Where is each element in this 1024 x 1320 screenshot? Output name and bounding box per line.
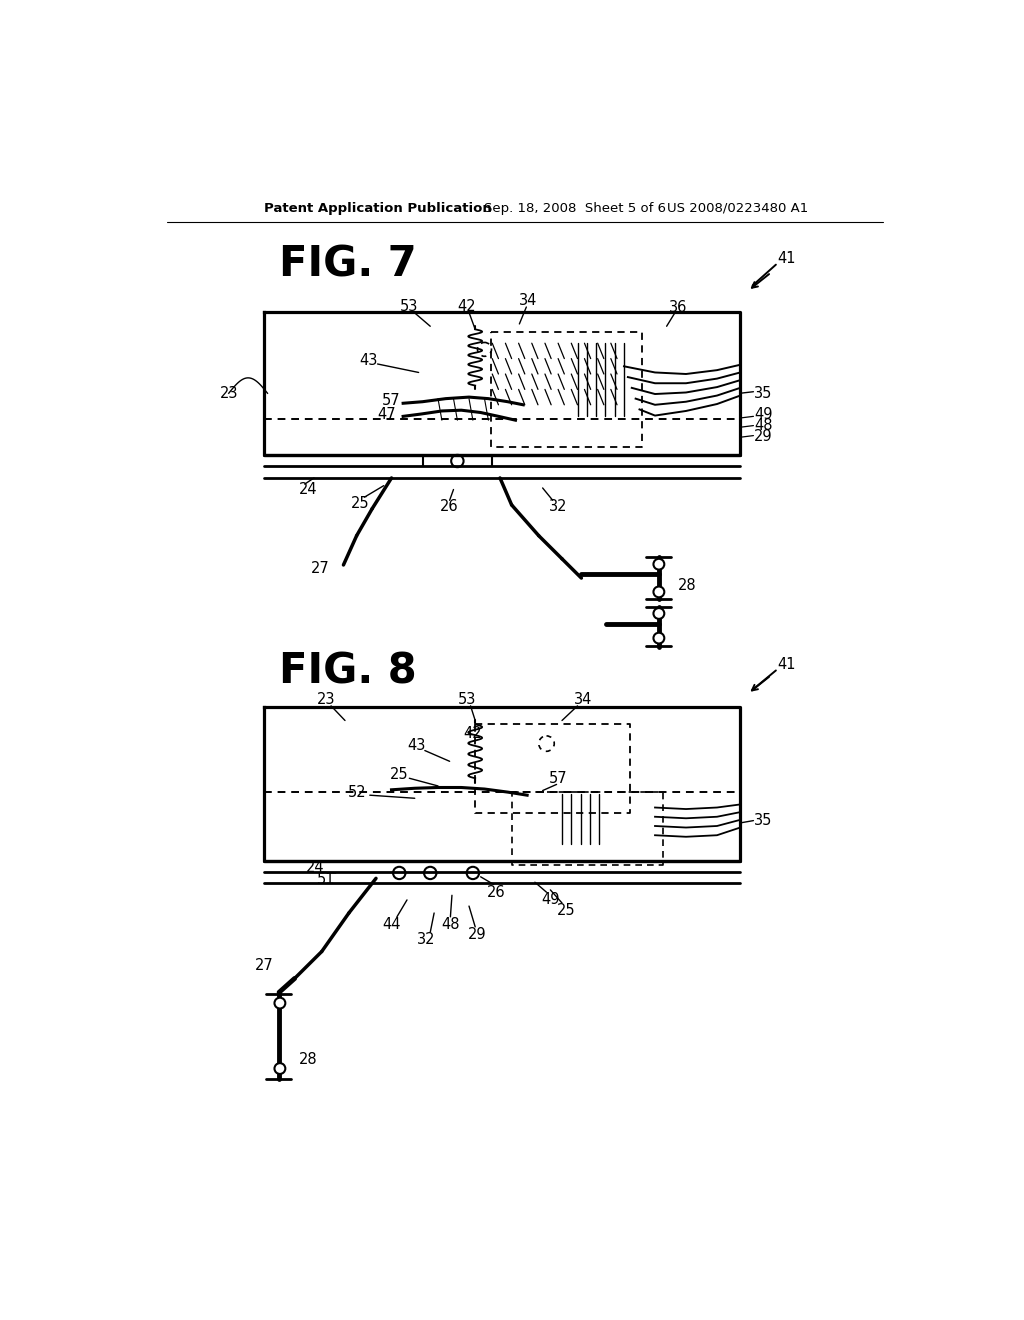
Text: 41: 41: [777, 657, 796, 672]
Text: US 2008/0223480 A1: US 2008/0223480 A1: [667, 202, 808, 215]
Text: 25: 25: [557, 903, 575, 919]
Text: 49: 49: [541, 892, 560, 907]
Text: 51: 51: [316, 873, 335, 887]
Text: 26: 26: [440, 499, 459, 513]
Text: 52: 52: [348, 784, 367, 800]
Text: 29: 29: [755, 429, 773, 444]
Text: 25: 25: [351, 496, 370, 511]
Text: 23: 23: [219, 385, 238, 401]
Text: Sep. 18, 2008  Sheet 5 of 6: Sep. 18, 2008 Sheet 5 of 6: [484, 202, 667, 215]
Text: 42: 42: [464, 726, 482, 741]
Text: 28: 28: [678, 578, 697, 593]
Text: 36: 36: [669, 300, 687, 314]
Text: 34: 34: [519, 293, 537, 308]
Text: 24: 24: [299, 482, 317, 498]
Text: 32: 32: [549, 499, 567, 513]
Text: 42: 42: [458, 298, 476, 314]
Text: 57: 57: [382, 393, 400, 408]
Circle shape: [653, 632, 665, 644]
Text: 23: 23: [316, 692, 335, 708]
Text: 48: 48: [755, 418, 773, 433]
Circle shape: [653, 586, 665, 598]
Text: 27: 27: [255, 958, 273, 973]
Text: 49: 49: [755, 408, 773, 422]
Text: 41: 41: [777, 251, 796, 267]
Circle shape: [274, 1063, 286, 1074]
Text: 24: 24: [306, 861, 325, 875]
Text: FIG. 8: FIG. 8: [280, 651, 417, 693]
Text: 29: 29: [467, 927, 486, 942]
Text: Patent Application Publication: Patent Application Publication: [263, 202, 492, 215]
Text: 57: 57: [549, 771, 567, 785]
Text: 34: 34: [573, 692, 592, 708]
Text: 47: 47: [378, 408, 396, 422]
Text: 27: 27: [310, 561, 330, 577]
Text: FIG. 7: FIG. 7: [280, 244, 417, 285]
Text: 35: 35: [755, 385, 772, 401]
Text: 53: 53: [459, 692, 476, 708]
Text: 53: 53: [399, 298, 418, 314]
Text: 43: 43: [408, 738, 426, 754]
Text: 48: 48: [441, 917, 460, 932]
Circle shape: [653, 609, 665, 619]
Text: 43: 43: [359, 352, 378, 368]
Text: 32: 32: [417, 932, 435, 948]
Text: 28: 28: [299, 1052, 317, 1067]
Text: 25: 25: [390, 767, 409, 781]
Text: 35: 35: [755, 813, 772, 828]
Text: 26: 26: [486, 884, 506, 900]
Circle shape: [653, 558, 665, 570]
Circle shape: [274, 998, 286, 1008]
Text: 44: 44: [382, 917, 400, 932]
